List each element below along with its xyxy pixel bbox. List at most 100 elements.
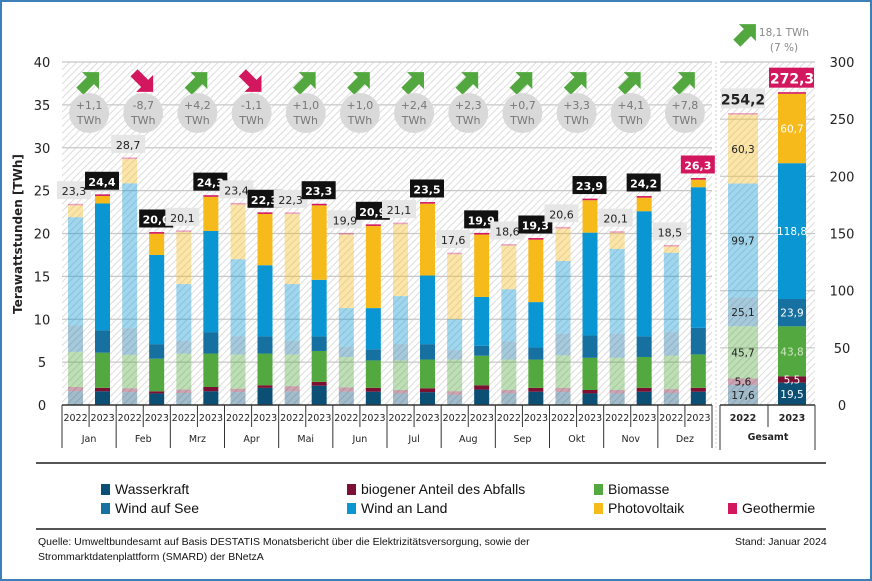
total-label-2022-bg: [273, 189, 308, 208]
change-unit: TWh: [184, 114, 210, 127]
total-label-2022-bg: [490, 221, 525, 240]
year-label: 2022: [497, 413, 521, 424]
total-segment-label: 60,7: [780, 123, 803, 135]
bar-2022-segment-5: [501, 245, 517, 290]
bar-2022-segment-3: [176, 340, 192, 354]
bar-2022-segment-6: [68, 203, 83, 206]
bar-2022-segment-5: [663, 246, 679, 253]
total-label-2023: 23,5: [413, 183, 440, 196]
change-circle: [69, 93, 110, 133]
y-axis-title: Terawattstunden [TWh]: [11, 154, 25, 314]
change-value: +1,0: [347, 99, 374, 112]
arrow-up-icon: [455, 72, 479, 95]
total-bar-2023-segment-1: [778, 376, 806, 383]
change-unit: TWh: [401, 114, 427, 127]
total-label-2023: 22,3: [251, 194, 278, 207]
arrow-down-icon: [238, 69, 262, 92]
bar-2022-segment-2: [663, 355, 679, 390]
bar-2023-segment-1: [690, 387, 706, 392]
bar-2022-segment-0: [663, 392, 679, 405]
bar-2022-segment-6: [284, 212, 300, 214]
year-label: 2023: [91, 413, 115, 424]
y-tick-label: 40: [34, 56, 51, 71]
bar-2022-segment-6: [555, 226, 571, 229]
change-circle: [394, 93, 435, 133]
source-line-1: Quelle: Umweltbundesamt auf Basis DESTAT…: [38, 536, 530, 548]
legend-label: Wind an Land: [361, 500, 448, 516]
legend-swatch: [347, 483, 356, 495]
bar-2022-segment-1: [555, 387, 571, 393]
bar-2022-segment-3: [447, 350, 463, 360]
bar-2022-segment-4: [122, 183, 138, 329]
year-label: 2022: [551, 413, 575, 424]
total-label-2023: 24,3: [197, 177, 224, 190]
arrow-up-icon: [184, 72, 208, 95]
month-label: Mrz: [189, 434, 206, 445]
bar-2023-segment-2: [420, 359, 435, 389]
total-label-2022-bg: [652, 222, 687, 241]
change-value: +1,1: [76, 99, 103, 112]
y-tick-label: 0: [38, 399, 46, 414]
change-unit: TWh: [672, 114, 698, 127]
bar-2022-segment-5: [176, 231, 192, 285]
year-label: 2022: [334, 413, 358, 424]
total-label-2022: 20,1: [603, 213, 628, 226]
arrow-up-icon: [76, 72, 99, 95]
bar-2022-segment-2: [122, 354, 138, 389]
bar-2023-segment-6: [95, 194, 110, 196]
y-tick-label: 5: [38, 356, 46, 371]
bar-2022-segment-4: [338, 308, 354, 347]
total-sum-2022: 254,2: [721, 92, 765, 108]
year-label: 2023: [524, 413, 548, 424]
legend-item-geothermie: Geothermie: [728, 500, 815, 516]
year-label: 2023: [416, 413, 440, 424]
bar-2023-segment-5: [257, 213, 273, 266]
bar-2023-segment-5: [474, 234, 490, 297]
arrow-up-icon: [509, 72, 533, 95]
change-unit: TWh: [292, 114, 318, 127]
bar-2023-segment-0: [636, 391, 652, 405]
bar-2022-segment-2: [447, 359, 463, 392]
total-label-2023-bg: [626, 173, 661, 192]
bar-2022-segment-2: [338, 356, 354, 388]
y2-tick-label: 100: [830, 285, 855, 300]
bar-2022-segment-1: [176, 389, 192, 393]
bar-2022-segment-6: [122, 157, 138, 160]
total-label-2023: 26,3: [684, 159, 711, 172]
change-circle: [556, 93, 597, 133]
y2-tick-label: 200: [830, 170, 855, 185]
total-label-2023-bg: [572, 176, 607, 195]
year-label: 2023: [578, 413, 602, 424]
change-circle: [339, 93, 380, 133]
bar-2023-segment-6: [149, 232, 165, 234]
year-label: 2022: [443, 413, 467, 424]
year-label: 2022: [63, 413, 87, 424]
arrow-up-icon: [347, 72, 370, 95]
bar-2023-segment-3: [257, 336, 273, 354]
change-value: +4,1: [617, 99, 644, 112]
arrow-up-icon-shape: [455, 72, 479, 95]
month-label: Dez: [676, 434, 694, 445]
total-label-2023-bg: [139, 209, 174, 228]
total-segment-label: 19,5: [780, 389, 803, 401]
change-circle: [285, 93, 326, 133]
total-bar-2022-segment-4: [728, 183, 758, 298]
y2-tick-label: 300: [830, 56, 855, 71]
year-label: 2023: [632, 413, 656, 424]
bar-2023-segment-3: [474, 345, 490, 356]
bar-2022-segment-4: [447, 319, 463, 351]
month-label: Aug: [459, 434, 478, 445]
bar-2022-segment-0: [230, 392, 246, 405]
bar-2023-segment-1: [474, 385, 490, 390]
total-label-2023-bg: [301, 181, 336, 200]
legend-label: Wasserkraft: [115, 481, 190, 497]
total-label-2022-bg: [219, 180, 254, 199]
legend-label: Geothermie: [742, 500, 816, 516]
change-value: +7,8: [672, 99, 699, 112]
legend-label: Biomasse: [608, 481, 670, 497]
bar-2023-segment-2: [95, 352, 110, 388]
year-label: 2022: [659, 413, 683, 424]
bar-2023-segment-1: [420, 388, 435, 393]
year-label: 2023: [470, 413, 494, 424]
bar-2023-segment-4: [636, 211, 652, 337]
